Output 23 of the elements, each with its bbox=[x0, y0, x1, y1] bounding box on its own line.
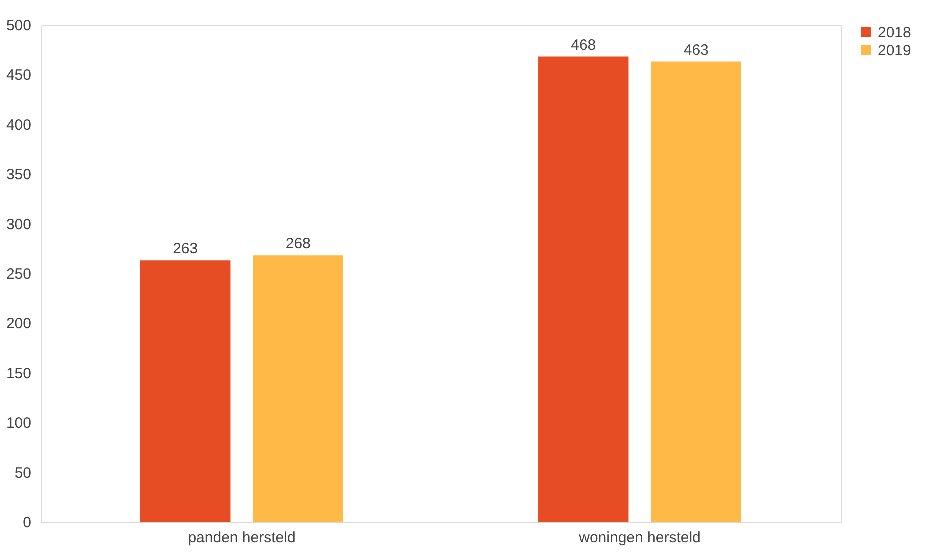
bar bbox=[140, 260, 231, 522]
data-label: 463 bbox=[684, 42, 709, 59]
data-label: 268 bbox=[286, 236, 311, 253]
y-tick-label: 250 bbox=[6, 266, 32, 283]
legend-label: 2018 bbox=[878, 24, 912, 42]
y-tick-label: 0 bbox=[23, 514, 32, 532]
bar bbox=[651, 62, 742, 522]
bar bbox=[253, 256, 344, 522]
legend-label: 2019 bbox=[878, 42, 912, 60]
y-tick-label: 50 bbox=[14, 464, 32, 482]
y-tick-label: 500 bbox=[6, 18, 32, 34]
data-label: 263 bbox=[173, 240, 198, 258]
y-tick-label: 450 bbox=[6, 67, 32, 84]
y-tick-label: 100 bbox=[6, 415, 32, 432]
y-tick-label: 400 bbox=[6, 116, 32, 134]
y-tick-label: 350 bbox=[6, 166, 32, 184]
x-tick-label: woningen hersteld bbox=[578, 530, 701, 546]
bar bbox=[538, 56, 629, 522]
y-tick-label: 200 bbox=[6, 316, 32, 333]
y-tick-label: 150 bbox=[6, 365, 32, 382]
data-label: 468 bbox=[571, 36, 596, 54]
x-tick-label: panden hersteld bbox=[188, 530, 296, 546]
y-tick-label: 300 bbox=[6, 216, 32, 234]
